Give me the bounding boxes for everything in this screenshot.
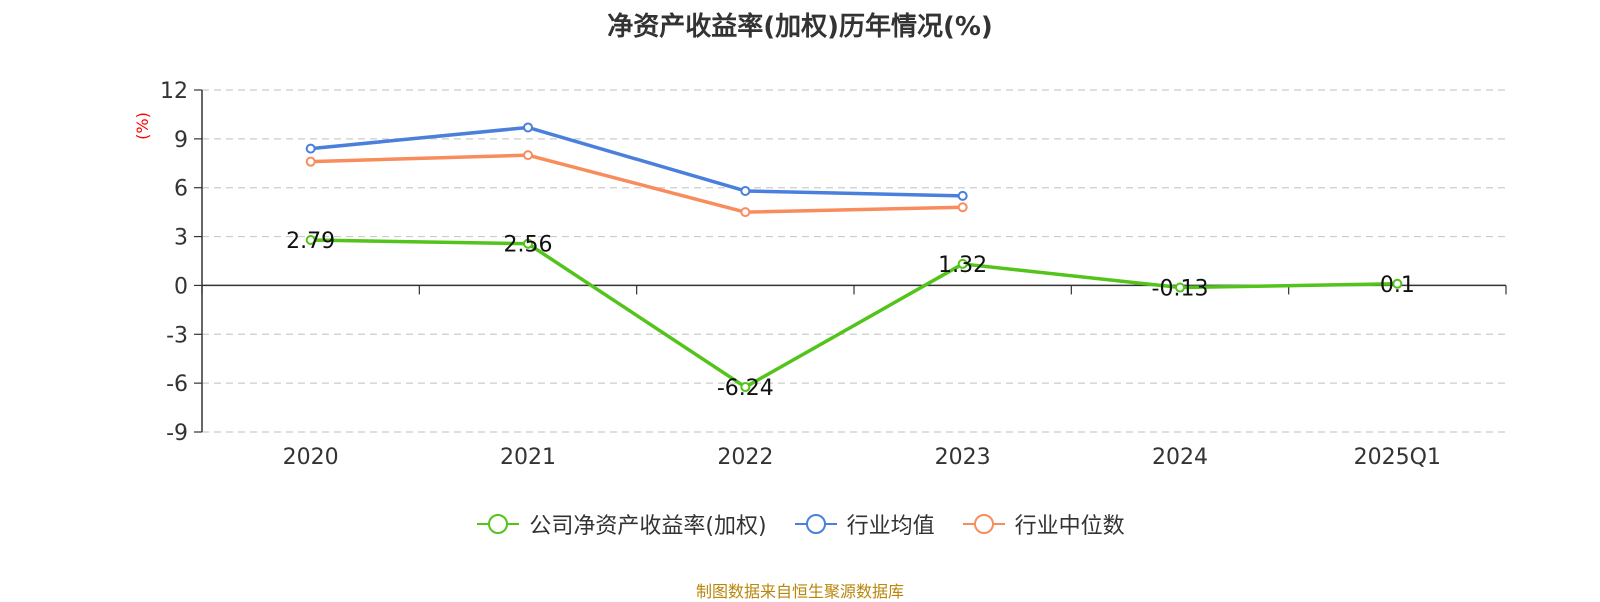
y-tick-label: -3 (166, 323, 188, 348)
data-point (957, 190, 968, 201)
x-tick-label: 2021 (500, 445, 556, 470)
data-point (305, 234, 316, 245)
data-point (957, 258, 968, 269)
source-note: 制图数据来自恒生聚源数据库 (695, 582, 904, 601)
y-axis-label: (%) (133, 112, 152, 140)
y-tick-label: 12 (160, 79, 188, 104)
data-point (305, 143, 316, 154)
legend-item[interactable]: 行业中位数 (961, 508, 1125, 540)
legend-marker (973, 514, 994, 534)
y-tick-label: -9 (166, 421, 188, 446)
legend: 公司净资产收益率(加权) 行业均值 行业中位数 (0, 508, 1600, 540)
data-label: 0.1 (1380, 273, 1415, 298)
legend-marker (805, 514, 826, 534)
legend-swatch-icon (962, 514, 1005, 534)
series-line (310, 238, 1398, 389)
data-point (523, 122, 533, 133)
data-labels: 2.79 2.56 -6.24 1.32 -0.13 0.1 (286, 229, 1415, 401)
legend-swatch-icon (477, 514, 520, 534)
legend-swatch-icon (794, 514, 837, 534)
data-point (1392, 278, 1403, 289)
chart-title: 净资产收益率(加权)历年情况(%) (607, 12, 993, 42)
x-tick-label: 2023 (935, 445, 991, 470)
x-tick-label: 2025Q1 (1354, 445, 1441, 470)
data-point (957, 202, 968, 213)
x-tick-label: 2024 (1152, 445, 1208, 470)
y-tick-label: 9 (174, 128, 188, 153)
data-label: -0.13 (1152, 277, 1209, 302)
data-point (523, 238, 533, 249)
data-point (740, 382, 751, 393)
data-label: 1.32 (938, 253, 987, 278)
x-tick-label: 2020 (283, 445, 339, 470)
data-point (740, 207, 751, 218)
y-tick-label: 0 (174, 274, 188, 299)
y-tick-label: 3 (174, 226, 188, 251)
data-point (1175, 282, 1185, 293)
data-label: 2.56 (504, 233, 553, 258)
axes: 12 9 6 3 0 -3 -6 -9 2020 2021 2022 2023 2024 2025Q1 (160, 79, 1507, 470)
data-point (740, 185, 751, 196)
series-line (310, 125, 963, 198)
legend-item[interactable]: 行业均值 (793, 508, 935, 540)
data-label: 2.79 (286, 229, 335, 254)
legend-label: 行业均值 (846, 514, 935, 539)
x-tick-label: 2022 (717, 445, 773, 470)
data-label: -6.24 (717, 376, 774, 401)
y-tick-label: -6 (166, 372, 188, 397)
data-point (305, 156, 316, 167)
data-point (523, 150, 533, 161)
series-line (310, 153, 963, 214)
legend-marker (488, 514, 509, 534)
legend-label: 行业中位数 (1014, 514, 1125, 539)
legend-label: 公司净资产收益率(加权) (529, 514, 767, 539)
series-lines (305, 122, 1403, 393)
legend-item[interactable]: 公司净资产收益率(加权) (475, 508, 767, 540)
y-tick-label: 6 (174, 177, 188, 202)
